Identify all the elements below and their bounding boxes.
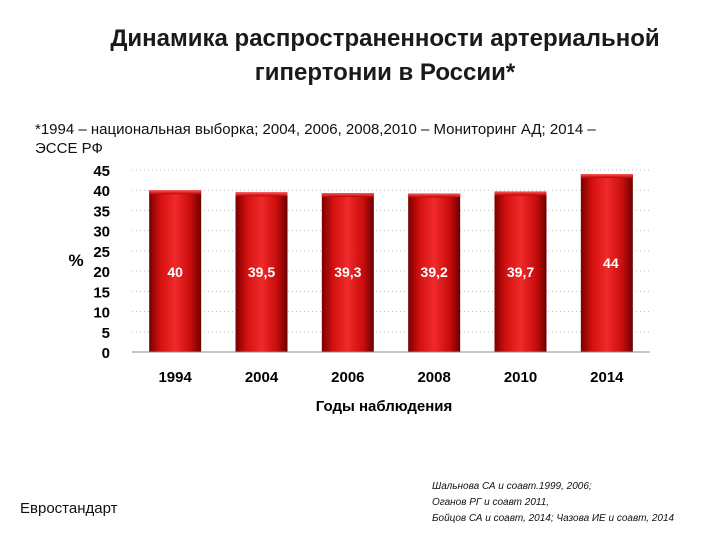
- x-tick-label-2006: 2006: [331, 369, 364, 386]
- y-tick-label: 10: [93, 305, 110, 322]
- bar-2004: [235, 192, 288, 352]
- bar-2010: [494, 191, 547, 352]
- x-tick-label-2010: 2010: [504, 369, 537, 386]
- y-tick-label: 40: [93, 183, 110, 200]
- y-tick-label: 20: [93, 264, 110, 281]
- reference-3: Бойцов СА и соавт, 2014; Чазова ИЕ и соа…: [432, 513, 675, 524]
- x-tick-label-2008: 2008: [417, 369, 450, 386]
- x-tick-label-1994: 1994: [158, 369, 192, 386]
- subtitle-line1: *1994 – национальная выборка; 2004, 2006…: [35, 121, 596, 138]
- x-tick-label-2014: 2014: [590, 369, 624, 386]
- data-label-2010: 39,7: [507, 264, 534, 280]
- slide-title: Динамика распространенности артериальной…: [40, 22, 720, 90]
- slide-title-line1: Динамика распространенности артериальной: [110, 25, 660, 52]
- data-labels: 40 39,5 39,3 39,2 39,7 44: [167, 255, 618, 280]
- bar-cap-2006: [321, 193, 374, 198]
- footer-eurostandard: Евростандарт: [20, 500, 118, 517]
- y-axis-label: %: [68, 251, 83, 270]
- slide-subtitle: *1994 – национальная выборка; 2004, 2006…: [35, 120, 675, 158]
- y-tick-label: 0: [102, 345, 110, 362]
- bar-2014: [580, 174, 633, 352]
- bar-cap-2010: [494, 191, 547, 196]
- bar-2006: [321, 193, 374, 352]
- bar-cap-2008: [408, 193, 461, 198]
- bar-cap-1994: [149, 190, 202, 195]
- y-tick-label: 35: [93, 203, 110, 220]
- x-tick-label-2004: 2004: [245, 369, 279, 386]
- data-label-2014: 44: [603, 255, 619, 271]
- bar-2008: [408, 193, 461, 352]
- y-tick-label: 5: [102, 325, 110, 342]
- bar-cap-2004: [235, 192, 288, 197]
- data-label-2008: 39,2: [421, 264, 448, 280]
- reference-2: Оганов РГ и соавт 2011,: [432, 497, 550, 508]
- data-label-2006: 39,3: [334, 264, 361, 280]
- y-axis-ticks: 0 5 10 15 20 25 30 35 40 45: [93, 163, 110, 362]
- x-axis-label: Годы наблюдения: [316, 398, 453, 415]
- reference-1: Шальнова СА и соавт.1999, 2006;: [432, 481, 592, 492]
- slide-title-line2: гипертонии в России*: [254, 59, 516, 86]
- y-tick-label: 30: [93, 224, 110, 241]
- x-axis-ticks: 1994 2004 2006 2008 2010 2014: [158, 369, 624, 386]
- data-label-1994: 40: [167, 264, 183, 280]
- subtitle-line2: ЭССЕ РФ: [35, 140, 103, 157]
- y-tick-label: 45: [93, 163, 110, 180]
- bar-1994: [149, 190, 202, 352]
- references: Шальнова СА и соавт.1999, 2006; Оганов Р…: [432, 479, 717, 527]
- bars: [149, 174, 633, 352]
- y-tick-label: 15: [93, 284, 110, 301]
- bar-cap-2014: [580, 174, 633, 179]
- data-label-2004: 39,5: [248, 264, 275, 280]
- y-tick-label: 25: [93, 244, 110, 261]
- grid-lines: [132, 169, 650, 333]
